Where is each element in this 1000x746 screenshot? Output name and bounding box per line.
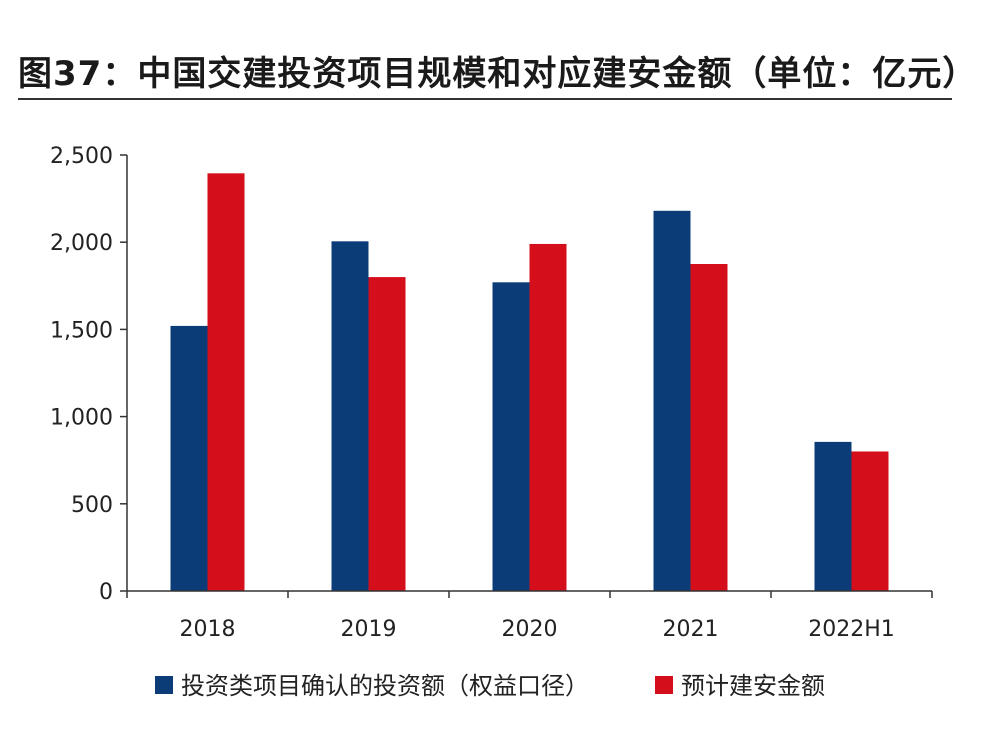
- bar-construction-2020: [529, 243, 567, 591]
- bar-investment-2022H1: [814, 441, 852, 591]
- x-tick-label: 2021: [663, 617, 719, 642]
- legend: 投资类项目确认的投资额（权益口径） 预计建安金额: [155, 672, 825, 700]
- y-tick-label: 0: [99, 580, 113, 605]
- y-tick-label: 500: [71, 493, 113, 518]
- bar-construction-2018: [207, 173, 245, 591]
- bar-investment-2021: [653, 210, 691, 592]
- bar-construction-2019: [368, 277, 406, 591]
- x-tick-label: 2019: [341, 617, 397, 642]
- title-rule: [18, 98, 952, 100]
- y-tick-label: 1,000: [50, 406, 113, 431]
- bar-investment-2018: [170, 325, 208, 591]
- legend-label: 预计建安金额: [681, 672, 825, 700]
- y-axis: 0 500 1,000 1,500 2,000 2,500: [50, 144, 128, 605]
- y-tick-label: 2,000: [50, 231, 113, 256]
- bar-construction-2022H1: [851, 451, 889, 591]
- bars: [170, 173, 889, 592]
- legend-swatch: [655, 676, 673, 694]
- legend-label: 投资类项目确认的投资额（权益口径）: [181, 672, 589, 700]
- x-axis: 2018 2019 2020 2021 2022H1: [126, 590, 933, 642]
- legend-swatch: [155, 676, 173, 694]
- chart-title: 图37：中国交建投资项目规模和对应建安金额（单位：亿元）: [18, 54, 978, 94]
- x-tick-label: 2022H1: [808, 617, 895, 642]
- bar-investment-2020: [492, 282, 530, 591]
- y-tick-label: 2,500: [50, 144, 113, 169]
- bar-construction-2021: [690, 264, 728, 591]
- x-tick-label: 2020: [502, 617, 558, 642]
- y-tick-label: 1,500: [50, 318, 113, 343]
- x-tick-label: 2018: [180, 617, 236, 642]
- bar-investment-2019: [331, 241, 369, 591]
